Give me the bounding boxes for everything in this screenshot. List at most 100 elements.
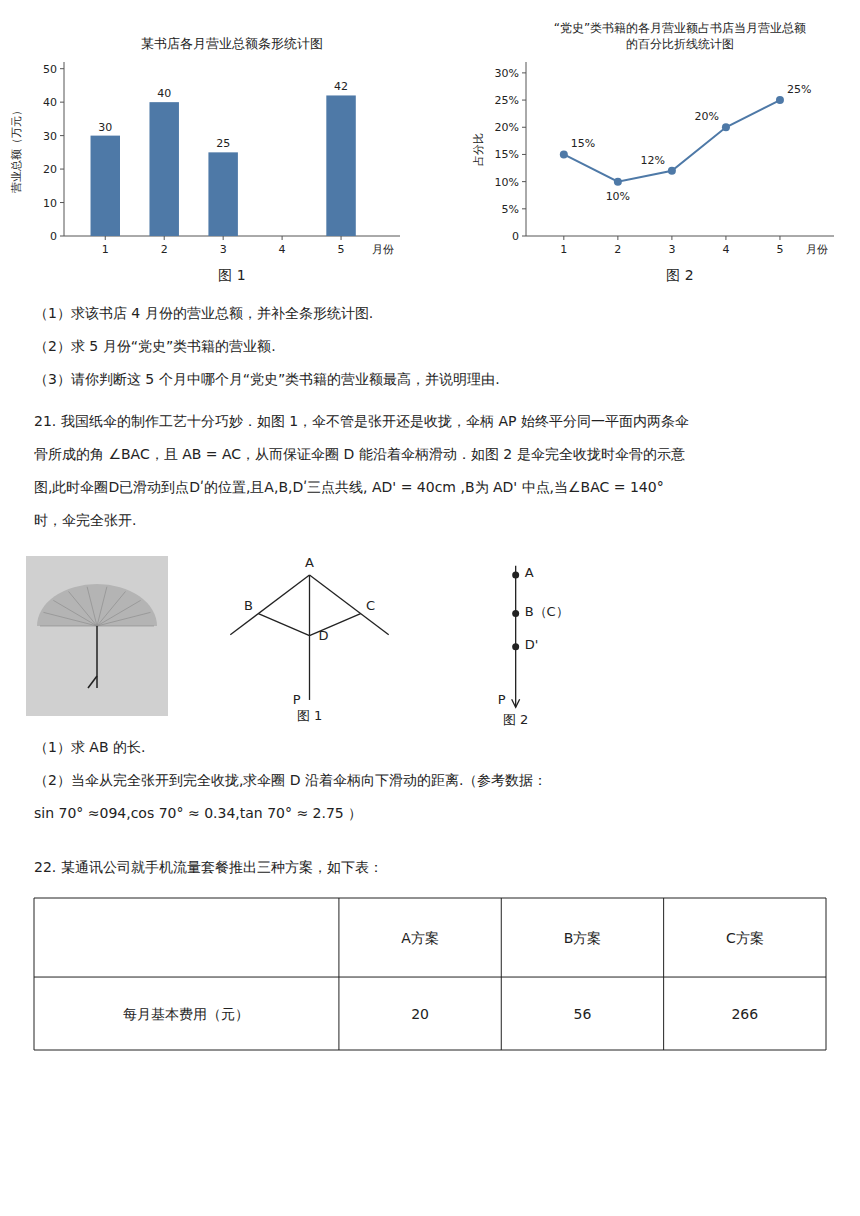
problem-text: 图,此时伞圈D已滑动到点Dʹ的位置,且A,B,Dʹ三点共线, AD' = 40c… <box>34 479 664 495</box>
umbrella-rib <box>97 626 154 627</box>
point-label: A <box>305 555 314 570</box>
chart-title: “党史”类书籍的各月营业额占书店当月营业总额 <box>554 21 806 35</box>
x-axis <box>526 236 834 237</box>
y-tick <box>522 154 526 155</box>
y-axis-label: 营业总额（万元） <box>10 105 23 193</box>
x-tick-label: 4 <box>722 243 729 256</box>
y-tick-label: 15% <box>495 148 519 161</box>
point <box>512 610 519 617</box>
rib <box>310 575 389 635</box>
problem-text: （1）求 AB 的长. <box>34 739 145 755</box>
x-tick <box>779 236 780 240</box>
data-label: 40 <box>157 87 171 100</box>
x-tick-label: 3 <box>220 243 227 256</box>
text-block: （1）求该书店 4 月份的营业总额，并补全条形统计图.（2）求 5 月份“党史”… <box>34 305 500 387</box>
background <box>0 0 860 1216</box>
y-tick-label: 30 <box>43 130 57 143</box>
y-tick-label: 5% <box>502 203 519 216</box>
x-tick-label: 1 <box>102 243 109 256</box>
point-label: A <box>525 565 534 580</box>
y-tick <box>522 181 526 182</box>
y-axis <box>64 62 65 236</box>
rib <box>230 575 309 635</box>
problem-text: （2）求 5 月份“党史”类书籍的营业额. <box>34 338 276 354</box>
bar <box>149 102 178 236</box>
strut <box>258 614 309 636</box>
table-rule <box>34 898 35 1050</box>
y-tick-label: 40 <box>43 96 57 109</box>
y-tick <box>522 127 526 128</box>
table-cell: 266 <box>731 1006 758 1022</box>
y-tick-label: 20% <box>495 121 519 134</box>
table-rule <box>663 898 664 1050</box>
table-cell: 每月基本费用（元） <box>123 1006 249 1022</box>
photo-frame <box>26 556 168 716</box>
chart-title: 某书店各月营业总额条形统计图 <box>141 36 323 51</box>
point-label: P <box>293 692 301 707</box>
data-label: 25 <box>216 137 230 150</box>
x-tick-label: 3 <box>668 243 675 256</box>
table: A方案B方案C方案每月基本费用（元）2056266 <box>34 898 826 1050</box>
x-axis-label: 月份 <box>806 243 828 256</box>
figure-caption: 图 1 <box>218 267 245 283</box>
point-label: P <box>498 692 506 707</box>
umbrella-rib <box>97 612 151 626</box>
point-label: D' <box>525 637 539 652</box>
data-labels: 30402542 <box>98 80 348 150</box>
data-label: 20% <box>694 110 718 123</box>
table-cell: 20 <box>411 1006 429 1022</box>
data-label: 25% <box>787 83 811 96</box>
bar <box>208 152 237 236</box>
data-label: 12% <box>640 154 664 167</box>
problem-text: 骨所成的角 ∠BAC，且 AB = AC，从而保证伞圈 D 能沿着伞柄滑动．如图… <box>34 446 685 462</box>
plot-marks <box>560 96 784 186</box>
y-tick <box>60 169 64 170</box>
y-tick <box>60 68 64 69</box>
page: 某书店各月营业总额条形统计图0102030405012345月份营业总额（万元）… <box>0 0 860 1216</box>
umbrella-rib <box>97 600 141 626</box>
y-axis-label: 占分比 <box>472 133 485 166</box>
diagram-closed: AB（C）D'P图 2 <box>498 565 569 727</box>
x-tick-label: 2 <box>614 243 621 256</box>
problem-text: 时，伞完全张开. <box>34 512 136 528</box>
x-axis-label: 月份 <box>372 243 394 256</box>
point-label: D <box>319 628 329 643</box>
bar <box>326 95 355 236</box>
y-tick <box>60 135 64 136</box>
y-tick-label: 0 <box>512 230 519 243</box>
umbrella-rib <box>40 626 97 627</box>
x-tick-label: 1 <box>560 243 567 256</box>
table-rule <box>501 898 502 1050</box>
data-labels: 15%10%12%20%25% <box>571 83 812 203</box>
diagram-open: ABCDP图 1 <box>230 555 388 723</box>
table-cell: 56 <box>574 1006 592 1022</box>
point <box>512 572 519 579</box>
data-label: 42 <box>334 80 348 93</box>
table-rule <box>34 1050 826 1051</box>
x-tick-label: 4 <box>279 243 286 256</box>
problem-text: （3）请你判断这 5 个月中哪个月“党史”类书籍的营业额最高，并说明理由. <box>34 371 500 387</box>
y-tick-label: 10% <box>495 176 519 189</box>
x-tick <box>617 236 618 240</box>
y-tick <box>522 236 526 237</box>
y-tick <box>60 202 64 203</box>
y-tick-label: 0 <box>50 230 57 243</box>
point-label: B（C） <box>525 604 569 619</box>
umbrella-rib <box>43 612 97 626</box>
point-label: C <box>366 598 375 613</box>
x-tick-label: 5 <box>338 243 345 256</box>
bar <box>91 136 120 236</box>
x-tick <box>563 236 564 240</box>
chart-subtitle: 的百分比折线统计图 <box>626 37 734 51</box>
figure-caption: 图 1 <box>297 708 322 723</box>
data-label: 10% <box>606 190 630 203</box>
umbrella-canopy <box>37 584 157 626</box>
problem-text: 21. 我国纸伞的制作工艺十分巧妙．如图 1，伞不管是张开还是收拢，伞柄 AP … <box>34 413 689 429</box>
table-rule <box>826 898 827 1050</box>
umbrella-rib <box>69 591 98 626</box>
y-tick-label: 50 <box>43 63 57 76</box>
y-tick <box>522 208 526 209</box>
x-tick <box>671 236 672 240</box>
y-tick-label: 20 <box>43 163 57 176</box>
shaft <box>515 566 516 707</box>
